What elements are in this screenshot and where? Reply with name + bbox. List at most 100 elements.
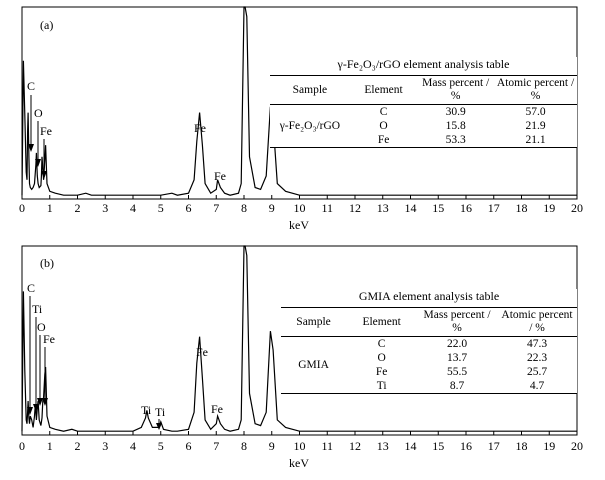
cell-atomic: 47.3: [526, 338, 548, 350]
x-ticks-b: 0 1 2 3 4 5 6 7 8 9 10 11 12 13 14 15 16 17 18 19 20: [19, 431, 583, 453]
x-tick-label: 9: [269, 201, 275, 215]
x-tick-label: 14: [405, 201, 417, 215]
x-tick-label: 1: [47, 439, 53, 453]
x-tick-label: 5: [158, 439, 164, 453]
peak-label-fe-kb-a: Fe: [214, 169, 226, 183]
x-tick-label: 20: [571, 201, 583, 215]
x-tick-label: 6: [186, 439, 192, 453]
x-ticks-a: 0 1 2 3 4 5 6 7 8 9 10 11 12 13 14 15 16 17 18 19 20: [19, 195, 583, 215]
x-tick-label: 7: [213, 439, 219, 453]
cell-element: O: [377, 352, 386, 364]
header-element: Element: [362, 315, 401, 328]
x-tick-label: 17: [488, 439, 500, 453]
x-tick-label: 2: [75, 201, 81, 215]
table-row: O 15.8 21.9: [270, 119, 577, 133]
eds-panel-b: (b) 0 1 2 3 4 5 6 7 8 9 10 11 12 13 14 15 16 17 18 19 20 keV…: [19, 245, 583, 470]
x-tick-label: 12: [349, 439, 361, 453]
sample-name: γ-Fe₂O₃/rGO: [279, 120, 341, 132]
arrow-head-ti-l-b: [33, 404, 39, 412]
header-atomic-percent: Atomic percent / %: [496, 77, 575, 102]
arrow-head-c-b: [27, 407, 33, 415]
cell-element: C: [377, 338, 386, 350]
x-tick-label: 19: [543, 439, 555, 453]
x-tick-label: 8: [241, 439, 247, 453]
x-tick-label: 11: [321, 201, 333, 215]
x-tick-label: 0: [19, 201, 25, 215]
x-tick-label: 3: [102, 439, 108, 453]
x-tick-label: 16: [460, 201, 472, 215]
element-table-grid-a: Sample Element Mass percent / % Atomic p…: [270, 75, 577, 148]
x-tick-label: 15: [432, 439, 444, 453]
table-header-row-b: Sample Element Mass percent / % Atomic p…: [281, 307, 577, 337]
sample-name: GMIA: [298, 359, 329, 371]
element-table-grid-b: Sample Element Mass percent / % Atomic p…: [281, 307, 577, 394]
x-tick-label: 13: [377, 201, 389, 215]
cell-atomic: 57.0: [525, 106, 546, 118]
cell-element: Ti: [376, 380, 387, 392]
peak-label-o-a: O: [34, 106, 43, 120]
cell-element: O: [379, 120, 388, 132]
x-tick-label: 20: [571, 439, 583, 453]
header-mass-percent: Mass percent / %: [422, 77, 490, 102]
x-tick-label: 10: [294, 439, 306, 453]
spectrum-line-b: [21, 245, 577, 432]
x-tick-label: 19: [543, 201, 555, 215]
arrow-head-fe-l-a: [41, 171, 47, 179]
x-tick-label: 16: [460, 439, 472, 453]
header-atomic-percent: Atomic percent / %: [501, 309, 573, 334]
peak-label-fe-l-a: Fe: [40, 124, 52, 138]
peak-label-ti-kb-b: Ti: [155, 405, 166, 419]
cell-atomic: 25.7: [526, 366, 548, 378]
table-row: Fe 53.3 21.1: [270, 133, 577, 148]
cell-mass: 53.3: [445, 134, 466, 146]
element-table-b: GMIA element analysis table Sample Eleme…: [281, 289, 577, 394]
eds-panel-a: (a) 0 1 2 3 4 5 6 7 8 9 10 11 12 13 14 15 16 17 18 19 20 keV…: [19, 6, 583, 232]
table-header-row-a: Sample Element Mass percent / % Atomic p…: [270, 75, 577, 105]
peak-label-o-b: O: [37, 320, 46, 334]
element-table-a: γ-Fe₂O₃/rGO element analysis table Sampl…: [270, 57, 577, 148]
header-mass-percent: Mass percent / %: [423, 309, 491, 334]
cell-mass: 55.5: [447, 366, 468, 378]
x-tick-label: 15: [432, 201, 444, 215]
peak-label-c-b: C: [27, 281, 35, 295]
cell-element: Fe: [377, 134, 390, 146]
arrow-head-fe-l-b: [42, 398, 48, 406]
x-tick-label: 18: [516, 439, 528, 453]
header-sample: Sample: [292, 83, 328, 96]
peak-label-fe-l-b: Fe: [43, 332, 55, 346]
peak-label-ti-l-b: Ti: [32, 302, 43, 316]
peak-label-c-a: C: [27, 79, 35, 93]
x-tick-label: 10: [294, 201, 306, 215]
x-tick-label: 3: [102, 201, 108, 215]
x-tick-label: 8: [241, 201, 247, 215]
x-tick-label: 0: [19, 439, 25, 453]
arrow-head-o-a: [35, 159, 41, 167]
peak-label-fe-kb-b: Fe: [211, 402, 223, 416]
x-tick-label: 11: [321, 439, 333, 453]
cell-mass: 8.7: [449, 380, 465, 392]
x-tick-label: 2: [75, 439, 81, 453]
table-row: O 13.7 22.3: [281, 351, 577, 365]
peak-label-fe-ka-b: Fe: [196, 345, 208, 359]
cell-element: Fe: [375, 366, 388, 378]
arrow-head-ti-kb-b: [156, 423, 162, 430]
panel-label-a: (a): [40, 18, 53, 32]
arrow-head-o-b: [37, 398, 43, 406]
x-axis-label-b: keV: [289, 456, 309, 470]
cell-mass: 13.7: [447, 352, 468, 364]
peak-label-ti-ka-b: Ti: [141, 403, 152, 417]
table-row: GMIA C 22.0 47.3: [281, 337, 577, 371]
table-row: γ-Fe₂O₃/rGO C 30.9 57.0: [270, 105, 577, 132]
peak-label-fe-ka-a: Fe: [194, 121, 206, 135]
cell-mass: 30.9: [445, 106, 466, 118]
x-tick-label: 5: [158, 201, 164, 215]
cell-atomic: 4.7: [529, 380, 545, 392]
x-tick-label: 13: [377, 439, 389, 453]
x-tick-label: 4: [130, 201, 136, 215]
spectrum-line-a: [21, 6, 577, 196]
x-axis-label-a: keV: [289, 218, 309, 232]
x-tick-label: 1: [47, 201, 53, 215]
table-title-a: γ-Fe₂O₃/rGO element analysis table: [337, 57, 510, 71]
arrow-head-c-a: [28, 144, 34, 152]
